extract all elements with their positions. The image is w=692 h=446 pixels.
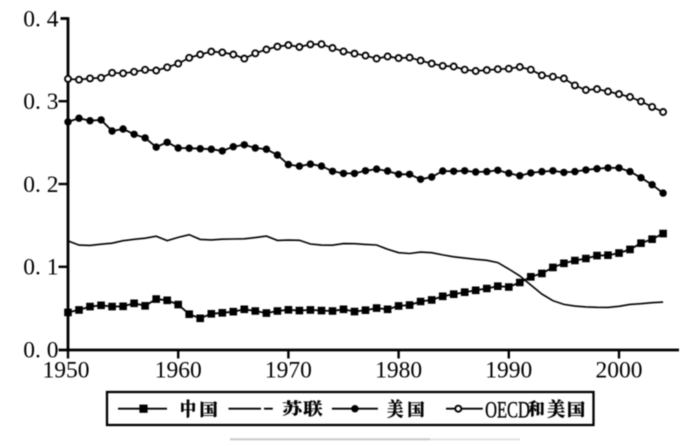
svg-text:1990: 1990: [485, 358, 532, 384]
svg-text:0. 0: 0. 0: [23, 337, 58, 363]
svg-text:OECD: OECD: [485, 398, 530, 423]
svg-text:1960: 1960: [155, 358, 202, 384]
svg-text:0. 2: 0. 2: [23, 172, 58, 198]
svg-text:2000: 2000: [596, 358, 643, 384]
svg-text:1970: 1970: [265, 358, 312, 384]
svg-text:1950: 1950: [43, 358, 90, 384]
svg-text:0. 3: 0. 3: [23, 89, 58, 115]
svg-text:0. 4: 0. 4: [23, 6, 59, 32]
svg-text:0. 1: 0. 1: [23, 255, 58, 281]
svg-text:1980: 1980: [375, 358, 422, 384]
